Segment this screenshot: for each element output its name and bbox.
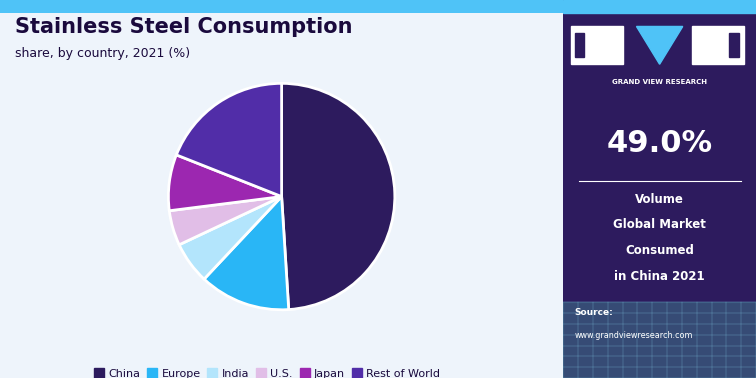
Text: Stainless Steel Consumption: Stainless Steel Consumption <box>15 17 352 37</box>
Text: www.grandviewresearch.com: www.grandviewresearch.com <box>575 331 693 340</box>
Wedge shape <box>176 83 282 197</box>
Wedge shape <box>281 83 395 310</box>
Legend: China, Europe, India, U.S., Japan, Rest of World: China, Europe, India, U.S., Japan, Rest … <box>89 364 445 378</box>
Wedge shape <box>169 197 281 245</box>
Polygon shape <box>637 26 683 64</box>
Wedge shape <box>204 197 289 310</box>
Text: in China 2021: in China 2021 <box>615 270 705 283</box>
Text: Volume: Volume <box>635 193 684 206</box>
Bar <box>563 302 756 378</box>
Bar <box>575 33 584 57</box>
Wedge shape <box>179 197 281 279</box>
Text: 49.0%: 49.0% <box>606 129 713 158</box>
Text: Global Market: Global Market <box>613 218 706 231</box>
Bar <box>571 26 623 64</box>
Text: Source:: Source: <box>575 308 614 317</box>
Bar <box>563 0 756 13</box>
Text: GRAND VIEW RESEARCH: GRAND VIEW RESEARCH <box>612 79 707 85</box>
Wedge shape <box>169 155 281 211</box>
Text: share, by country, 2021 (%): share, by country, 2021 (%) <box>15 47 191 60</box>
Text: Consumed: Consumed <box>625 244 694 257</box>
Bar <box>692 26 745 64</box>
Bar <box>729 33 739 57</box>
